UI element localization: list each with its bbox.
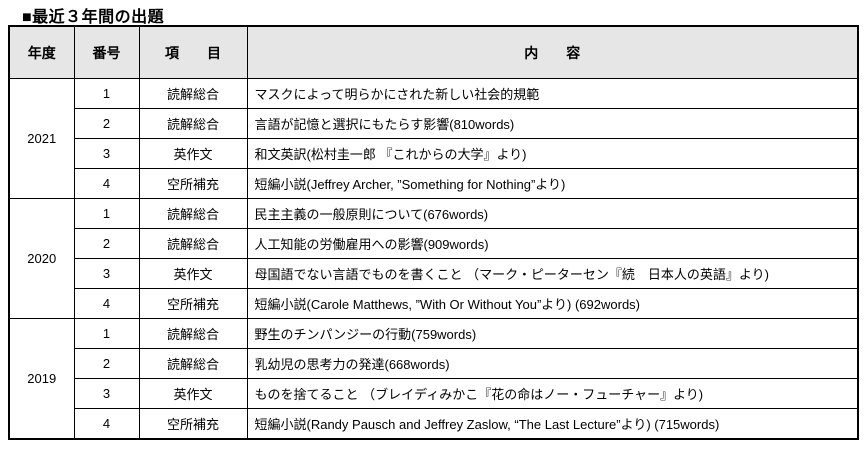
number-cell: 4: [73, 288, 140, 319]
content-cell: 和文英訳(松村圭一郎 『これからの大学』より): [246, 138, 859, 169]
year-cell-2021: 2021: [8, 78, 75, 199]
table-row: 2020 1 読解総合 民主主義の一般原則について(676words): [8, 198, 859, 319]
content-cell: 短編小説(Jeffrey Archer, ”Something for Noth…: [246, 168, 859, 199]
content-cell: 言語が記憶と選択にもたらす影響(810words): [246, 108, 859, 139]
item-cell: 読解総合: [138, 78, 248, 109]
content-cell: 人工知能の労働雇用への影響(909words): [246, 228, 859, 259]
table-row: 4 空所補充 短編小説(Carole Matthews, ”With Or Wi…: [9, 288, 859, 319]
item-cell: 読解総合: [138, 318, 248, 349]
number-cell: 4: [73, 168, 140, 199]
content-cell: 母国語でない言語でものを書くこと （マーク・ピーターセン『続 日本人の英語』より…: [246, 258, 859, 289]
table-row: 3 英作文 ものを捨てること （ブレイディみかこ『花の命はノー・フューチャー』よ…: [9, 378, 859, 409]
exam-history-table: 年度 番号 項 目 内 容 2021 1 読解総合 マスクによって明らかにされた…: [8, 25, 859, 440]
number-cell: 2: [73, 348, 140, 379]
table-row: 2 読解総合 人工知能の労働雇用への影響(909words): [9, 228, 859, 259]
item-cell: 読解総合: [138, 108, 248, 139]
page-title: ■最近３年間の出題: [22, 9, 165, 26]
item-cell: 読解総合: [138, 348, 248, 379]
number-cell: 3: [73, 138, 140, 169]
content-cell: 乳幼児の思考力の発達(668words): [246, 348, 859, 379]
column-header-number: 番号: [73, 25, 140, 79]
column-header-year: 年度: [8, 25, 75, 79]
number-cell: 3: [73, 378, 140, 409]
table-row: 4 空所補充 短編小説(Randy Pausch and Jeffrey Zas…: [9, 408, 859, 440]
number-cell: 1: [73, 78, 140, 109]
year-cell-2020: 2020: [8, 198, 75, 319]
table-row: 3 英作文 和文英訳(松村圭一郎 『これからの大学』より): [9, 138, 859, 169]
item-cell: 読解総合: [138, 228, 248, 259]
content-cell: 短編小説(Carole Matthews, ”With Or Without Y…: [246, 288, 859, 319]
content-cell: 短編小説(Randy Pausch and Jeffrey Zaslow, “T…: [246, 408, 859, 440]
number-cell: 1: [73, 198, 140, 229]
number-cell: 3: [73, 258, 140, 289]
item-cell: 英作文: [138, 138, 248, 169]
number-cell: 4: [73, 408, 140, 440]
content-cell: ものを捨てること （ブレイディみかこ『花の命はノー・フューチャー』より): [246, 378, 859, 409]
number-cell: 2: [73, 228, 140, 259]
content-cell: マスクによって明らかにされた新しい社会的規範: [246, 78, 859, 109]
number-cell: 2: [73, 108, 140, 139]
year-cell-2019: 2019: [8, 318, 75, 440]
column-header-item: 項 目: [138, 25, 248, 79]
column-header-content: 内 容: [246, 25, 859, 79]
header-row: 年度 番号 項 目 内 容: [8, 25, 859, 79]
item-cell: 空所補充: [138, 288, 248, 319]
content-cell: 民主主義の一般原則について(676words): [246, 198, 859, 229]
table-row: 4 空所補充 短編小説(Jeffrey Archer, ”Something f…: [9, 168, 859, 199]
content-cell: 野生のチンパンジーの行動(759words): [246, 318, 859, 349]
item-cell: 空所補充: [138, 408, 248, 440]
table-row: 2 読解総合 言語が記憶と選択にもたらす影響(810words): [9, 108, 859, 139]
table-row: 2019 1 読解総合 野生のチンパンジーの行動(759words): [8, 318, 859, 440]
table-row: 3 英作文 母国語でない言語でものを書くこと （マーク・ピーターセン『続 日本人…: [9, 258, 859, 289]
number-cell: 1: [73, 318, 140, 349]
table-row: 2 読解総合 乳幼児の思考力の発達(668words): [9, 348, 859, 379]
item-cell: 空所補充: [138, 168, 248, 199]
item-cell: 英作文: [138, 378, 248, 409]
item-cell: 読解総合: [138, 198, 248, 229]
item-cell: 英作文: [138, 258, 248, 289]
table-row: 2021 1 読解総合 マスクによって明らかにされた新しい社会的規範: [8, 78, 859, 199]
